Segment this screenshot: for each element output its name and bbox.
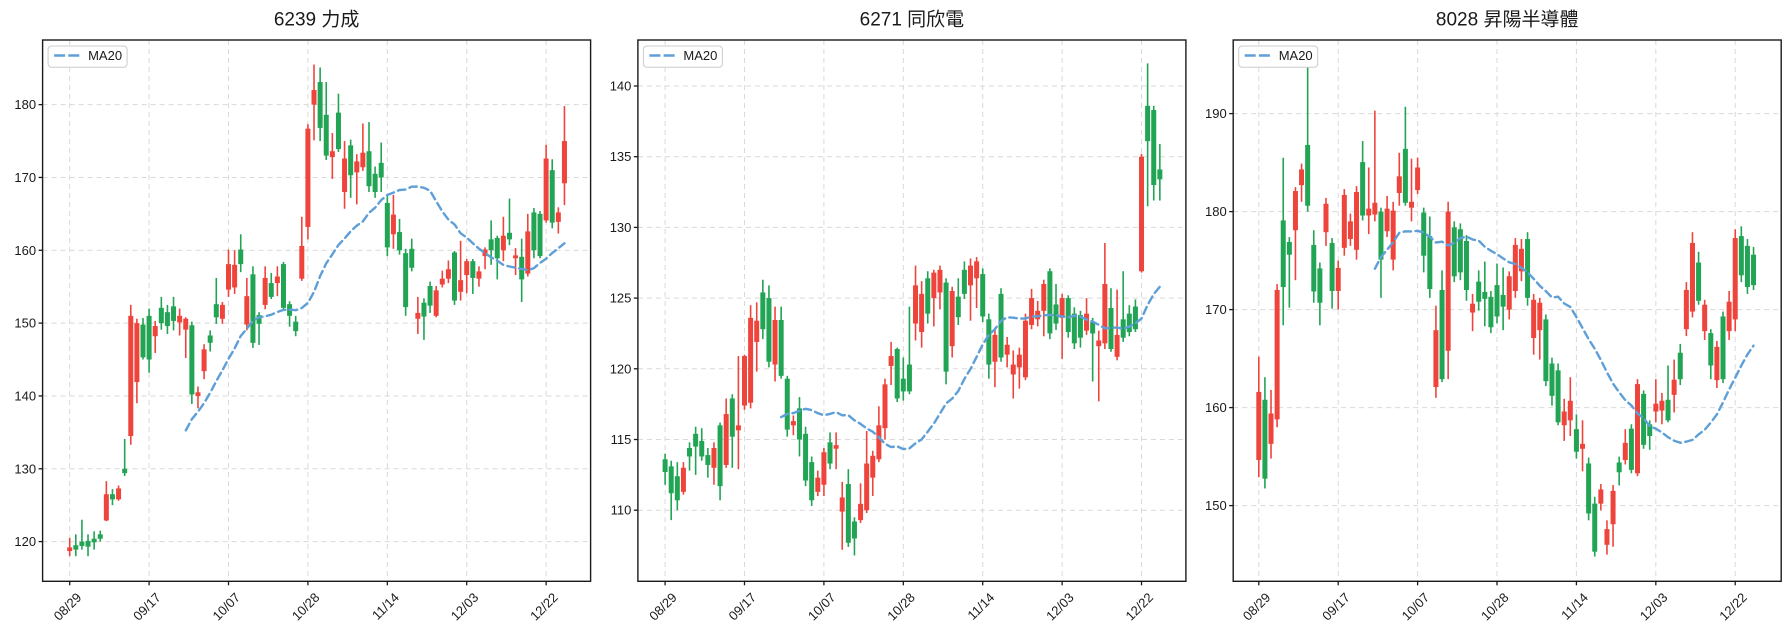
svg-text:160: 160 bbox=[1205, 400, 1227, 415]
svg-text:180: 180 bbox=[14, 97, 36, 112]
svg-text:MA20: MA20 bbox=[88, 48, 122, 63]
svg-text:8028 昇陽半導體: 8028 昇陽半導體 bbox=[1436, 9, 1579, 31]
svg-text:140: 140 bbox=[14, 388, 36, 403]
svg-text:130: 130 bbox=[14, 461, 36, 476]
svg-text:180: 180 bbox=[1205, 204, 1227, 219]
svg-text:6239 力成: 6239 力成 bbox=[274, 9, 360, 31]
svg-text:MA20: MA20 bbox=[683, 48, 717, 63]
svg-text:140: 140 bbox=[610, 79, 632, 94]
svg-text:135: 135 bbox=[610, 149, 632, 164]
svg-text:110: 110 bbox=[611, 503, 632, 518]
svg-text:130: 130 bbox=[610, 220, 632, 235]
svg-text:120: 120 bbox=[610, 361, 632, 376]
svg-text:190: 190 bbox=[1205, 106, 1227, 121]
svg-text:6271 同欣電: 6271 同欣電 bbox=[860, 9, 965, 31]
svg-text:MA20: MA20 bbox=[1279, 48, 1313, 63]
svg-text:170: 170 bbox=[1205, 302, 1227, 317]
svg-text:160: 160 bbox=[14, 243, 36, 258]
svg-text:125: 125 bbox=[610, 291, 632, 306]
svg-text:150: 150 bbox=[1205, 498, 1227, 513]
svg-text:120: 120 bbox=[14, 534, 36, 549]
svg-text:115: 115 bbox=[611, 432, 632, 447]
svg-text:170: 170 bbox=[14, 170, 36, 185]
svg-text:150: 150 bbox=[14, 316, 36, 331]
